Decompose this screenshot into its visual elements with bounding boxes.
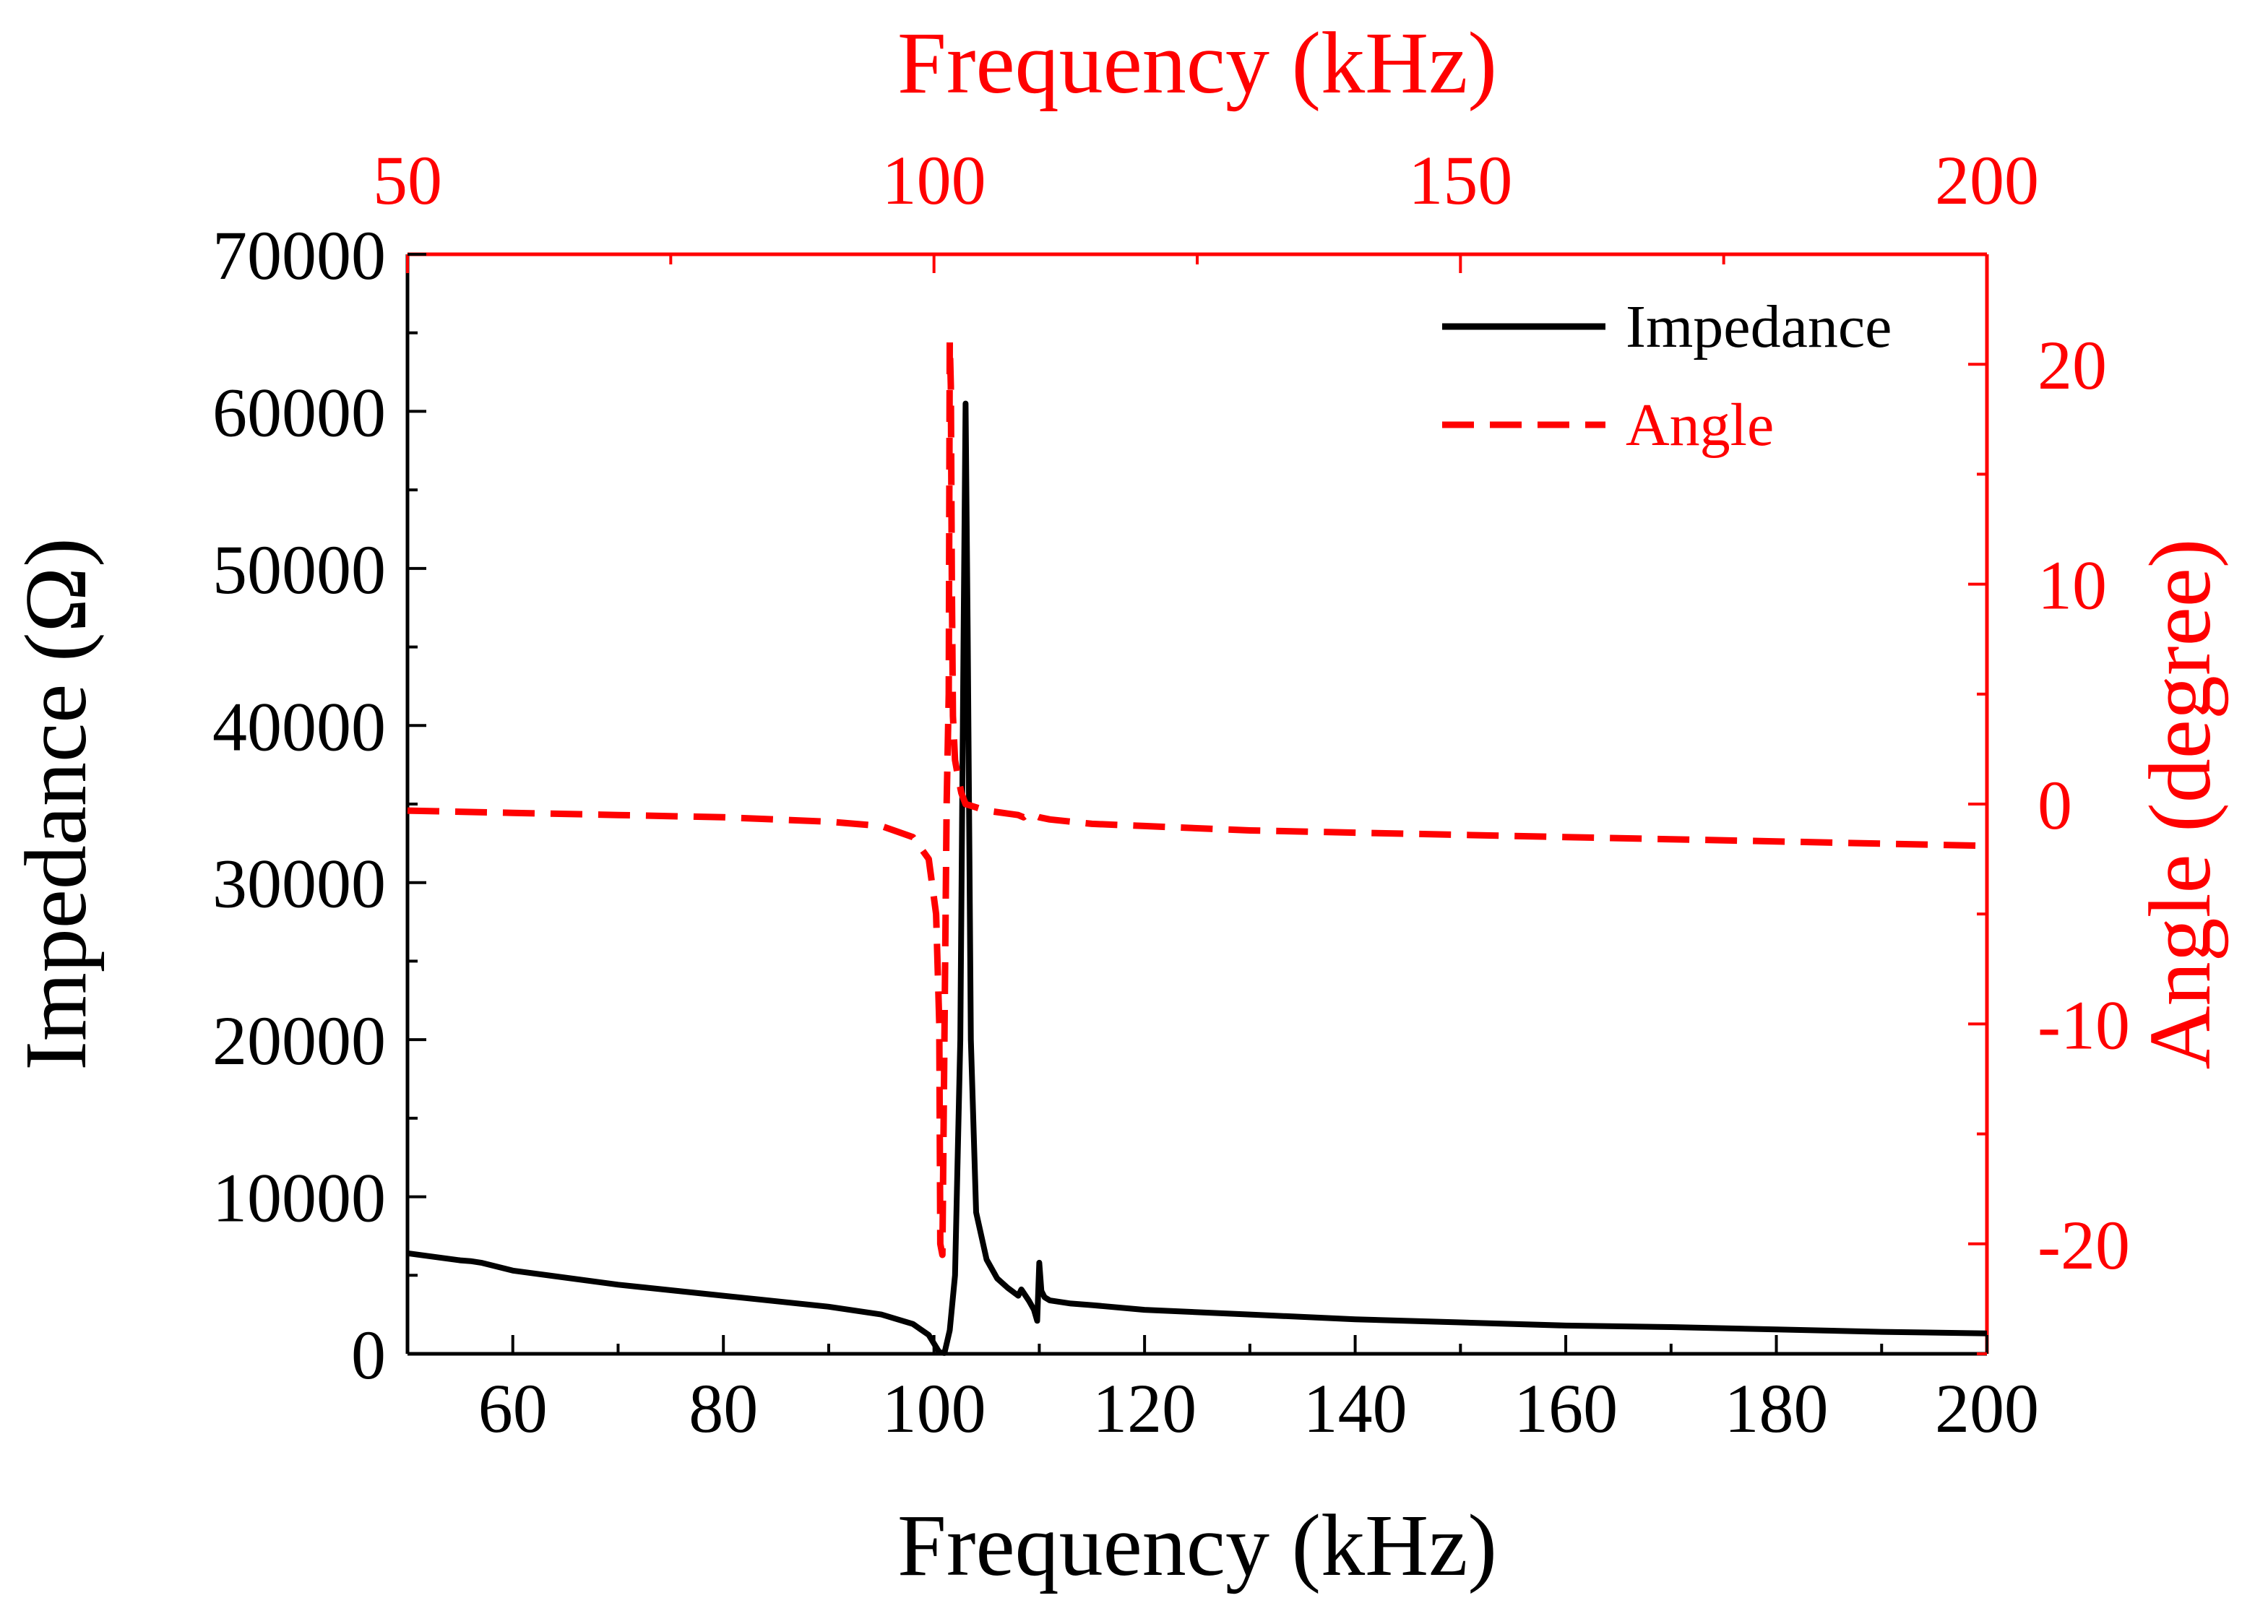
y-right-tick-label: 10: [2038, 547, 2107, 624]
y-right-axis-title: Angle (degree): [2131, 539, 2229, 1070]
top-tick-label: 150: [1408, 142, 1512, 219]
x-tick-label: 180: [1725, 1370, 1829, 1447]
y-left-tick-label: 0: [351, 1316, 386, 1394]
y-left-tick-label: 40000: [212, 688, 386, 765]
legend: Impedance Angle: [1442, 293, 1892, 459]
x-tick-label: 60: [478, 1370, 548, 1447]
y-left-tick-label: 60000: [212, 373, 386, 451]
y-left-tick-label: 20000: [212, 1002, 386, 1079]
y-right-tick-label: -10: [2038, 986, 2130, 1063]
y-left-axis-title: Impedance (Ω): [7, 537, 105, 1071]
x-tick-label: 100: [882, 1370, 986, 1447]
x-tick-label: 200: [1935, 1370, 2039, 1447]
legend-angle-label: Angle: [1626, 392, 1774, 459]
y-right-tick-label: 20: [2038, 327, 2107, 404]
legend-impedance-label: Impedance: [1626, 293, 1892, 360]
angle-series-line: [407, 339, 1988, 1258]
x-tick-label: 140: [1303, 1370, 1407, 1447]
y-right-tick-label: 0: [2038, 766, 2072, 844]
x-tick-label: 160: [1514, 1370, 1618, 1447]
x-tick-label: 120: [1092, 1370, 1196, 1447]
x-tick-label: 80: [689, 1370, 758, 1447]
impedance-series-line: [407, 400, 1988, 1356]
top-axis-title: Frequency (kHz): [897, 14, 1497, 112]
top-tick-label: 50: [373, 142, 442, 219]
y-left-tick-label: 30000: [212, 845, 386, 923]
top-tick-label: 200: [1935, 142, 2039, 219]
y-right-tick-label: -20: [2038, 1206, 2130, 1284]
x-axis-title: Frequency (kHz): [897, 1497, 1497, 1594]
top-tick-label: 100: [882, 142, 986, 219]
series-layer: [407, 339, 1988, 1356]
y-left-tick-label: 70000: [212, 217, 386, 294]
y-left-tick-label: 50000: [212, 531, 386, 608]
y-left-tick-label: 10000: [212, 1159, 386, 1237]
